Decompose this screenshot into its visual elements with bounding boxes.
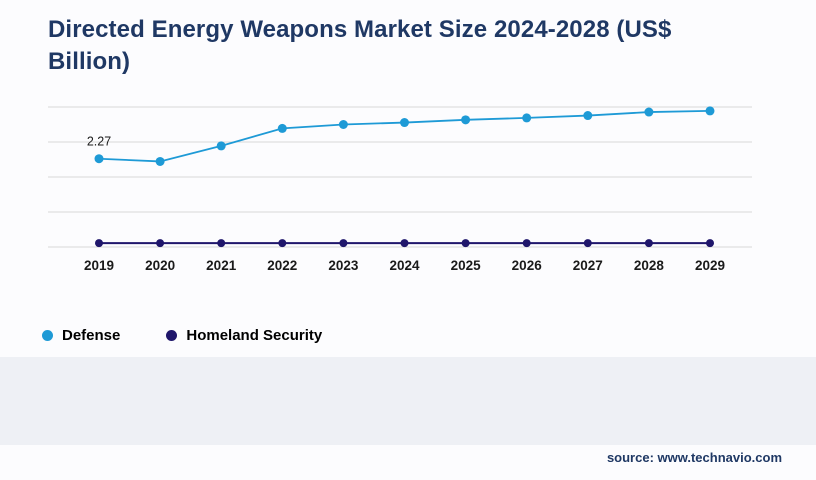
data-point-defense bbox=[216, 141, 226, 151]
x-axis-label: 2024 bbox=[389, 258, 420, 273]
x-axis-label: 2026 bbox=[512, 258, 543, 273]
data-point-homeland-security bbox=[278, 239, 287, 248]
data-point-defense bbox=[583, 111, 593, 121]
data-point-defense bbox=[94, 154, 104, 164]
data-point-defense bbox=[338, 120, 348, 129]
legend-item-homeland-security: Homeland Security bbox=[166, 327, 322, 344]
data-point-defense bbox=[155, 156, 165, 166]
x-axis-label: 2029 bbox=[695, 258, 725, 273]
data-point-homeland-security bbox=[583, 239, 592, 248]
data-point-homeland-security bbox=[522, 239, 531, 248]
x-axis-label: 2019 bbox=[84, 258, 114, 273]
legend-label: Homeland Security bbox=[186, 326, 323, 344]
data-point-defense bbox=[644, 107, 654, 117]
data-point-homeland-security bbox=[400, 239, 409, 248]
data-point-homeland-security bbox=[339, 239, 348, 248]
x-axis-label: 2025 bbox=[451, 258, 482, 273]
data-point-homeland-security bbox=[461, 239, 470, 248]
legend-marker-icon bbox=[166, 329, 178, 341]
x-axis-label: 2028 bbox=[634, 258, 665, 273]
x-axis-label: 2020 bbox=[145, 258, 175, 273]
background-band bbox=[0, 357, 816, 445]
legend-item-defense: Defense bbox=[42, 327, 120, 344]
legend-marker-icon bbox=[42, 329, 53, 341]
data-point-defense bbox=[522, 113, 532, 123]
legend-label: Defense bbox=[62, 326, 121, 344]
line-chart-canvas: 2019 2020 2021 2022 2023 2024 2025 2026 2027 2028… bbox=[48, 106, 752, 273]
data-point-homeland-security bbox=[95, 239, 103, 248]
data-point-homeland-security bbox=[644, 239, 653, 248]
data-point-defense bbox=[461, 115, 471, 125]
data-point-homeland-security bbox=[706, 239, 714, 248]
chart-legend: Defense Homeland Security bbox=[42, 325, 368, 345]
x-axis-label: 2027 bbox=[573, 258, 603, 273]
data-point-defense bbox=[400, 118, 409, 128]
data-point-homeland-security bbox=[217, 239, 226, 248]
data-point-defense bbox=[277, 123, 287, 133]
x-axis-label: 2022 bbox=[267, 258, 297, 273]
chart-title: Directed Energy Weapons Market Size 2024… bbox=[48, 16, 672, 75]
x-axis-label: 2021 bbox=[206, 258, 237, 273]
data-point-homeland-security bbox=[156, 239, 165, 248]
x-axis-label: 2023 bbox=[328, 258, 359, 273]
data-label: 2.27 bbox=[87, 135, 111, 149]
data-point-defense bbox=[705, 106, 715, 116]
source-attribution: source: www.technavio.com bbox=[606, 450, 782, 465]
